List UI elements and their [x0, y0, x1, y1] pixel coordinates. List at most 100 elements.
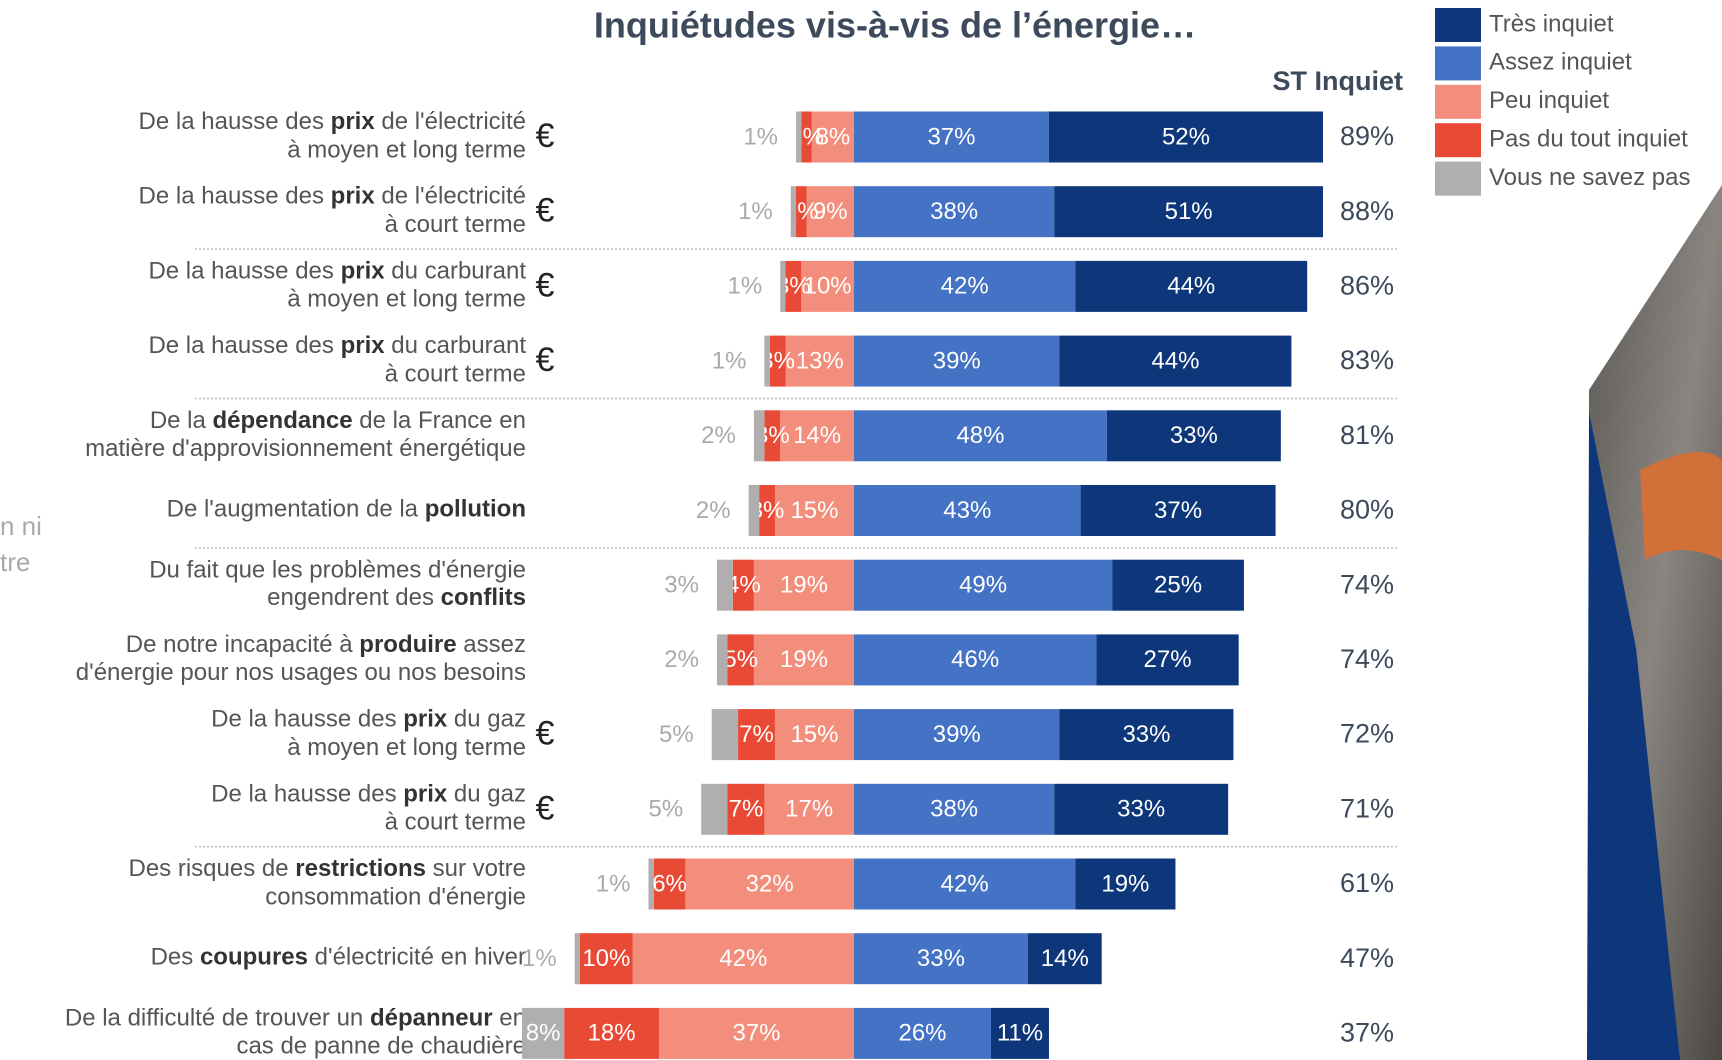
bar-segment — [522, 1007, 565, 1059]
legend-swatch — [1435, 161, 1481, 196]
euro-icon: € — [536, 266, 555, 304]
bar-segment — [780, 260, 786, 312]
bar-segment — [732, 559, 754, 611]
category-label: engendrent des conflits — [267, 585, 526, 612]
value-label: 5% — [648, 796, 683, 823]
bar-segment — [632, 933, 854, 985]
value-label: 2% — [789, 123, 824, 150]
bar-segment — [759, 485, 775, 536]
value-label: 52% — [1162, 123, 1210, 150]
total-label: 47% — [1340, 943, 1394, 973]
category-label: à court terme — [385, 360, 526, 387]
category-label: à moyen et long terme — [287, 734, 526, 761]
bar-segment — [806, 186, 854, 238]
bar-segment — [1096, 634, 1239, 686]
value-label: 18% — [588, 1020, 636, 1047]
bar-segment — [801, 111, 812, 163]
category-label: Du fait que les problèmes d'énergie — [149, 557, 526, 584]
total-label: 89% — [1340, 121, 1394, 151]
value-label: 42% — [719, 945, 767, 972]
value-label: 51% — [1165, 198, 1213, 225]
value-label: 13% — [796, 347, 844, 374]
category-label: De la hausse des prix de l'électricité — [139, 108, 526, 135]
value-label: 2% — [696, 497, 731, 524]
category-label: De la difficulté de trouver un dépanneur… — [65, 1005, 526, 1032]
bar-segment — [716, 559, 733, 611]
value-label: 46% — [951, 646, 999, 673]
value-label: 2% — [664, 646, 699, 673]
euro-icon: € — [536, 117, 555, 155]
bar-segment — [748, 485, 760, 536]
total-label: 81% — [1340, 420, 1394, 450]
total-label: 80% — [1340, 495, 1394, 525]
value-label: 8% — [816, 123, 851, 150]
value-label: 25% — [1154, 572, 1202, 599]
category-label: De notre incapacité à produire assez — [126, 631, 526, 658]
value-label: 26% — [898, 1020, 946, 1047]
value-label: 33% — [1122, 721, 1170, 748]
value-label: 10% — [582, 945, 630, 972]
value-label: 1% — [728, 273, 763, 300]
bar-segment — [738, 709, 775, 761]
bar-segment — [853, 933, 1028, 985]
value-label: 10% — [804, 273, 852, 300]
total-label: 88% — [1340, 196, 1394, 226]
bar-segment — [853, 485, 1081, 536]
value-label: 19% — [780, 572, 828, 599]
category-label: à moyen et long terme — [287, 286, 526, 313]
legend-swatch — [1435, 123, 1481, 158]
bar-segment — [716, 634, 728, 686]
category-label: consommation d'énergie — [265, 883, 526, 910]
total-label: 83% — [1340, 345, 1394, 375]
bar-segment — [1075, 260, 1308, 312]
bar-segment — [653, 858, 686, 910]
value-label: 11% — [997, 1020, 1043, 1047]
value-label: 1% — [596, 870, 631, 897]
value-label: 15% — [790, 721, 838, 748]
bar-segment — [564, 1007, 660, 1059]
legend-label: Pas du tout inquiet — [1489, 126, 1688, 153]
value-label: 19% — [780, 646, 828, 673]
value-label: 38% — [930, 198, 978, 225]
value-label: 39% — [933, 347, 981, 374]
value-label: 8% — [526, 1020, 561, 1047]
value-label: 7% — [729, 796, 764, 823]
euro-icon: € — [536, 715, 555, 753]
bar-segment — [574, 933, 580, 985]
category-label: à court terme — [385, 211, 526, 238]
total-label: 74% — [1340, 569, 1394, 599]
value-label: 39% — [933, 721, 981, 748]
bar-segment — [1075, 858, 1176, 910]
bar-segment — [796, 111, 802, 163]
value-label: 37% — [732, 1020, 780, 1047]
bar-segment — [711, 709, 739, 761]
bar-segment — [853, 410, 1107, 462]
value-label: 1% — [522, 945, 557, 972]
bar-segment — [1106, 410, 1281, 462]
bar-segment — [853, 186, 1055, 238]
total-label: 86% — [1340, 271, 1394, 301]
category-label: à moyen et long terme — [287, 136, 526, 163]
bar-segment — [785, 335, 854, 387]
bar-segment — [753, 410, 765, 462]
bar-segment — [853, 335, 1060, 387]
category-label: Des coupures d'électricité en hiver — [151, 944, 526, 971]
category-label: De l'augmentation de la pollution — [167, 496, 526, 523]
bar-segment — [780, 410, 854, 462]
bar-segment — [685, 858, 854, 910]
bar-segment — [853, 559, 1113, 611]
category-label: à court terme — [385, 809, 526, 836]
bar-segment — [991, 1007, 1049, 1059]
value-label: 37% — [927, 123, 975, 150]
bar-segment — [774, 485, 854, 536]
bar-segment — [790, 186, 797, 238]
value-label: 48% — [956, 422, 1004, 449]
total-label: 74% — [1340, 644, 1394, 674]
value-label: 38% — [930, 796, 978, 823]
value-label: 33% — [1170, 422, 1218, 449]
legend-label: Vous ne savez pas — [1489, 164, 1690, 191]
value-label: 27% — [1144, 646, 1192, 673]
value-label: 7% — [739, 721, 774, 748]
category-label: matière d'approvisionnement énergétique — [85, 435, 526, 462]
